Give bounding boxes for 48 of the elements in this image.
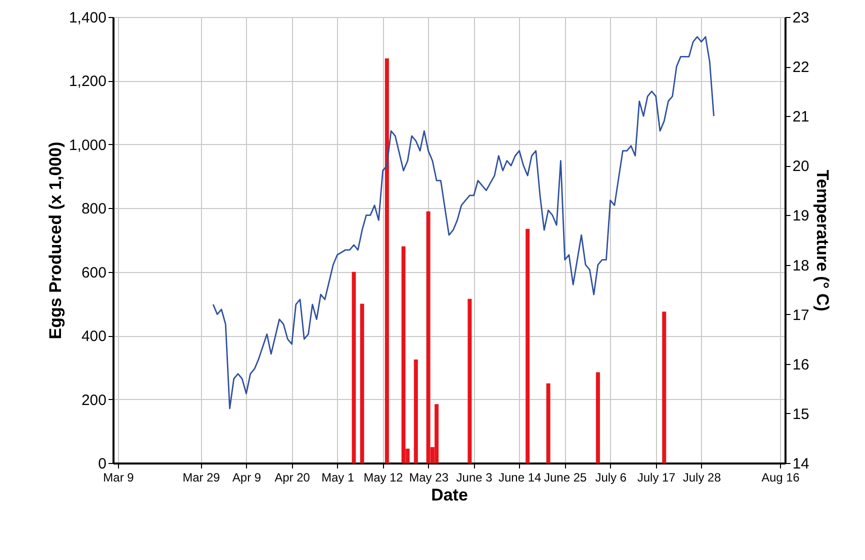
x-tick-label: May 1	[321, 470, 354, 484]
line-series	[212, 36, 714, 410]
bar	[546, 383, 550, 463]
y2-tick-label: 22	[792, 59, 810, 76]
x-tick-label: Mar 29	[182, 470, 220, 484]
bar	[596, 372, 600, 463]
y-tick-label: 600	[81, 264, 106, 282]
bar	[662, 312, 666, 463]
bar	[434, 404, 439, 463]
y-tick-label: 400	[81, 328, 106, 346]
bar	[352, 272, 356, 463]
x-tick-label: June 25	[544, 470, 588, 484]
bar	[360, 304, 364, 463]
bar	[526, 228, 530, 463]
y2-tick-label: 23	[792, 10, 810, 26]
x-tick-label: July 28	[682, 470, 722, 484]
x-tick-label: Aug 16	[761, 470, 800, 484]
x-tick-label: June 3	[456, 470, 493, 484]
x-tick-label: May 23	[409, 470, 449, 484]
x-tick-label: Mar 9	[103, 470, 134, 484]
x-tick-label: Apr 20	[274, 470, 310, 484]
y2-tick-label: 14	[792, 456, 810, 472]
bar	[468, 298, 472, 463]
y2-tick-label: 16	[792, 356, 810, 374]
y-axis-title: Eggs Produced (x 1,000)	[46, 142, 65, 340]
x-tick-label: May 12	[364, 470, 404, 484]
y2-tick-label: 18	[792, 257, 810, 274]
x-tick-label: June 14	[498, 470, 542, 484]
y2-tick-label: 17	[792, 306, 810, 324]
y2-tick-label: 19	[792, 208, 810, 225]
x-tick-label: July 6	[595, 470, 627, 484]
bar	[401, 246, 406, 463]
y2-tick-label: 21	[792, 108, 810, 126]
x-tick-label: July 17	[637, 470, 676, 484]
x-tick-label: Apr 9	[232, 470, 262, 484]
y-tick-label: 200	[81, 392, 106, 409]
x-axis-title: Date	[431, 486, 468, 504]
y-tick-label: 0	[98, 456, 106, 472]
bar	[426, 211, 430, 463]
y-tick-label: 1,000	[68, 136, 106, 154]
y2-tick-label: 20	[792, 158, 810, 176]
y2-axis-title: Temperature (° C)	[813, 170, 832, 312]
y2-tick-label: 15	[792, 406, 810, 423]
y-tick-label: 800	[81, 200, 106, 218]
bar	[384, 58, 389, 463]
y-tick-label: 1,400	[68, 10, 106, 26]
y-tick-label: 1,200	[68, 73, 106, 90]
bar	[414, 359, 418, 463]
